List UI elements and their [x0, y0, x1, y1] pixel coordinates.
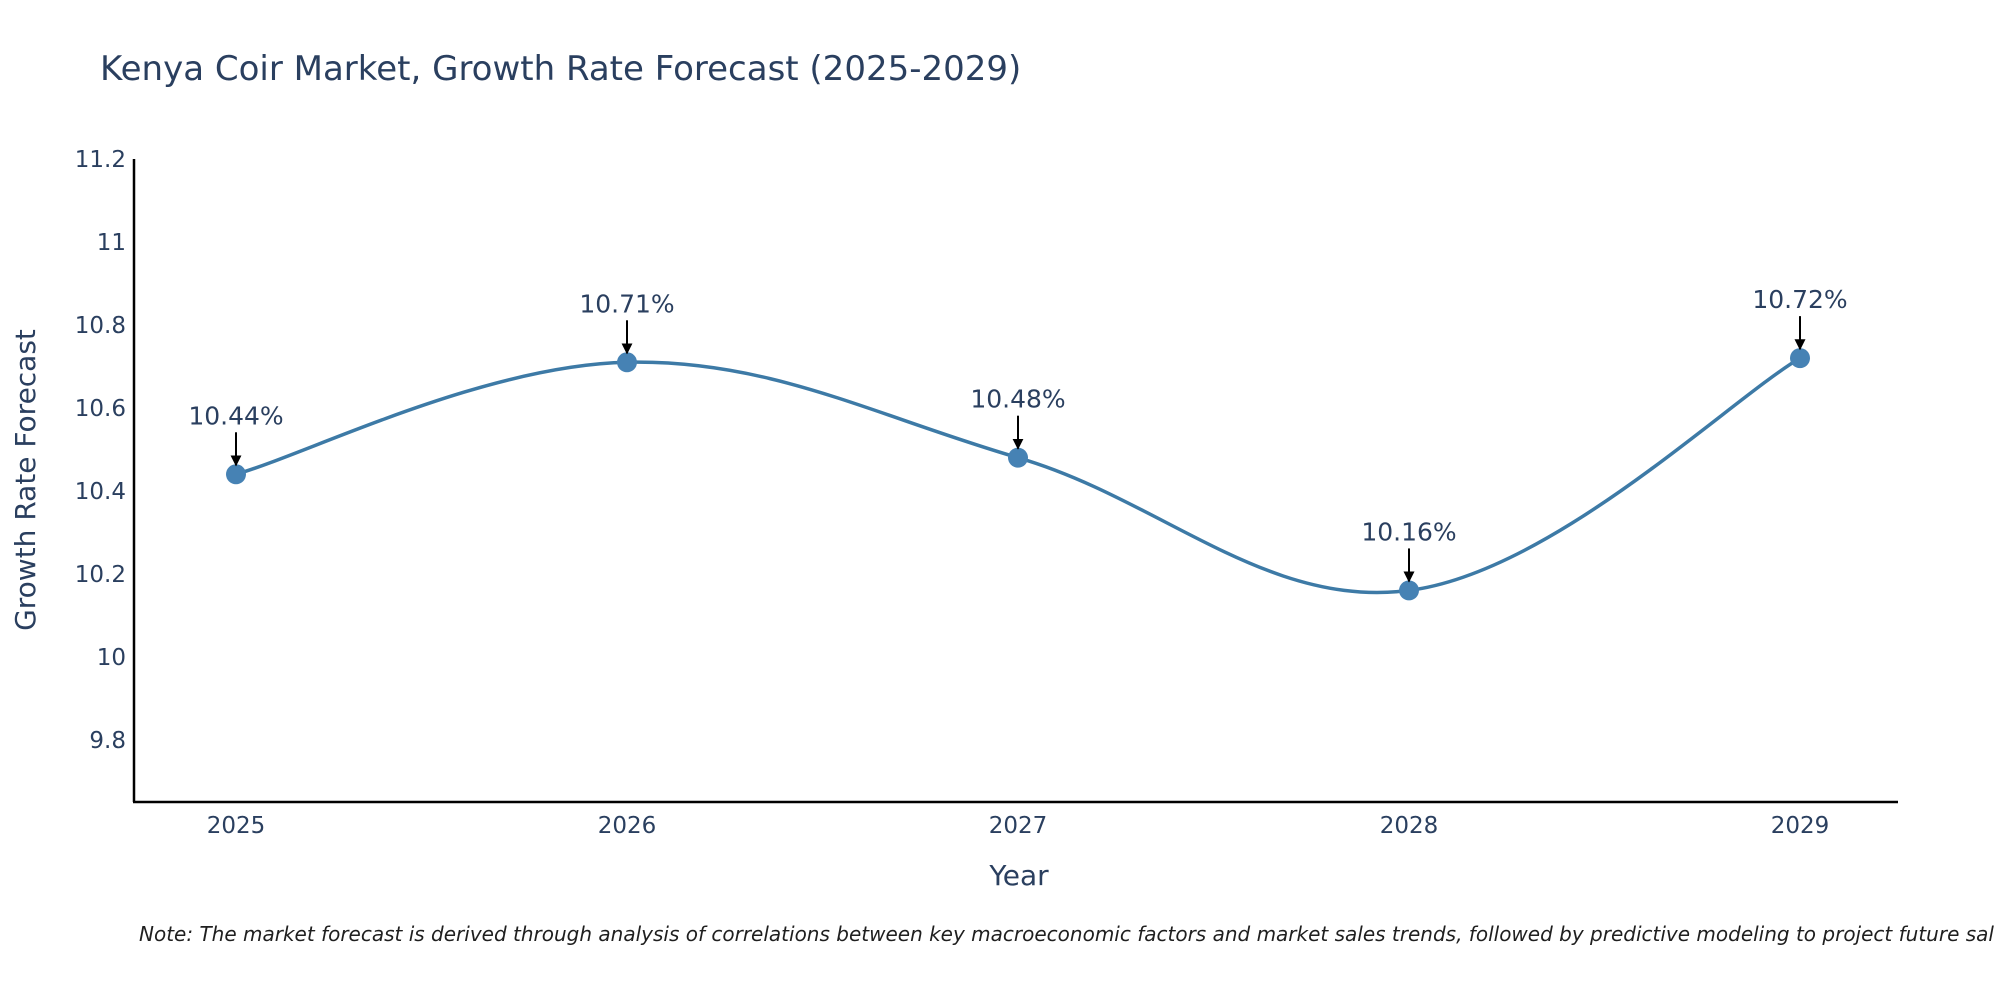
x-axis-ticks: 2025 2026 2027 2028 2029 — [207, 813, 1830, 839]
data-label: 10.72% — [1752, 285, 1847, 314]
y-tick-label: 10.2 — [75, 562, 126, 588]
y-axis-title: Growth Rate Forecast — [9, 329, 42, 631]
y-tick-label: 10.8 — [75, 313, 126, 339]
x-tick-label: 2028 — [1380, 813, 1439, 839]
data-label: 10.48% — [970, 385, 1065, 414]
x-axis-title: Year — [988, 859, 1049, 892]
x-tick-label: 2026 — [598, 813, 657, 839]
x-tick-label: 2029 — [1771, 813, 1830, 839]
data-point-2027 — [1008, 447, 1028, 468]
chart-title: Kenya Coir Market, Growth Rate Forecast … — [100, 49, 1021, 89]
data-point-2026 — [617, 352, 637, 373]
y-tick-label: 10.6 — [75, 396, 126, 422]
data-label: 10.71% — [579, 289, 674, 318]
y-tick-label: 11.2 — [75, 147, 126, 173]
x-tick-label: 2027 — [989, 813, 1048, 839]
data-annotations: 10.44% 10.71% 10.48% 10.16% 10.72% — [188, 285, 1848, 583]
y-tick-label: 11 — [97, 230, 126, 256]
data-label: 10.16% — [1361, 517, 1456, 546]
y-tick-label: 9.8 — [89, 728, 126, 754]
y-tick-label: 10.4 — [75, 479, 126, 505]
data-point-2025 — [226, 464, 246, 485]
data-markers — [226, 348, 1810, 601]
y-axis-ticks: 9.8 10 10.2 10.4 10.6 10.8 11 11.2 — [75, 147, 126, 754]
y-tick-label: 10 — [97, 645, 126, 671]
data-point-2029 — [1790, 348, 1810, 369]
footnote: Note: The market forecast is derived thr… — [139, 922, 1994, 946]
x-tick-label: 2025 — [207, 813, 266, 839]
data-point-2028 — [1399, 580, 1419, 601]
data-label: 10.44% — [188, 401, 283, 430]
